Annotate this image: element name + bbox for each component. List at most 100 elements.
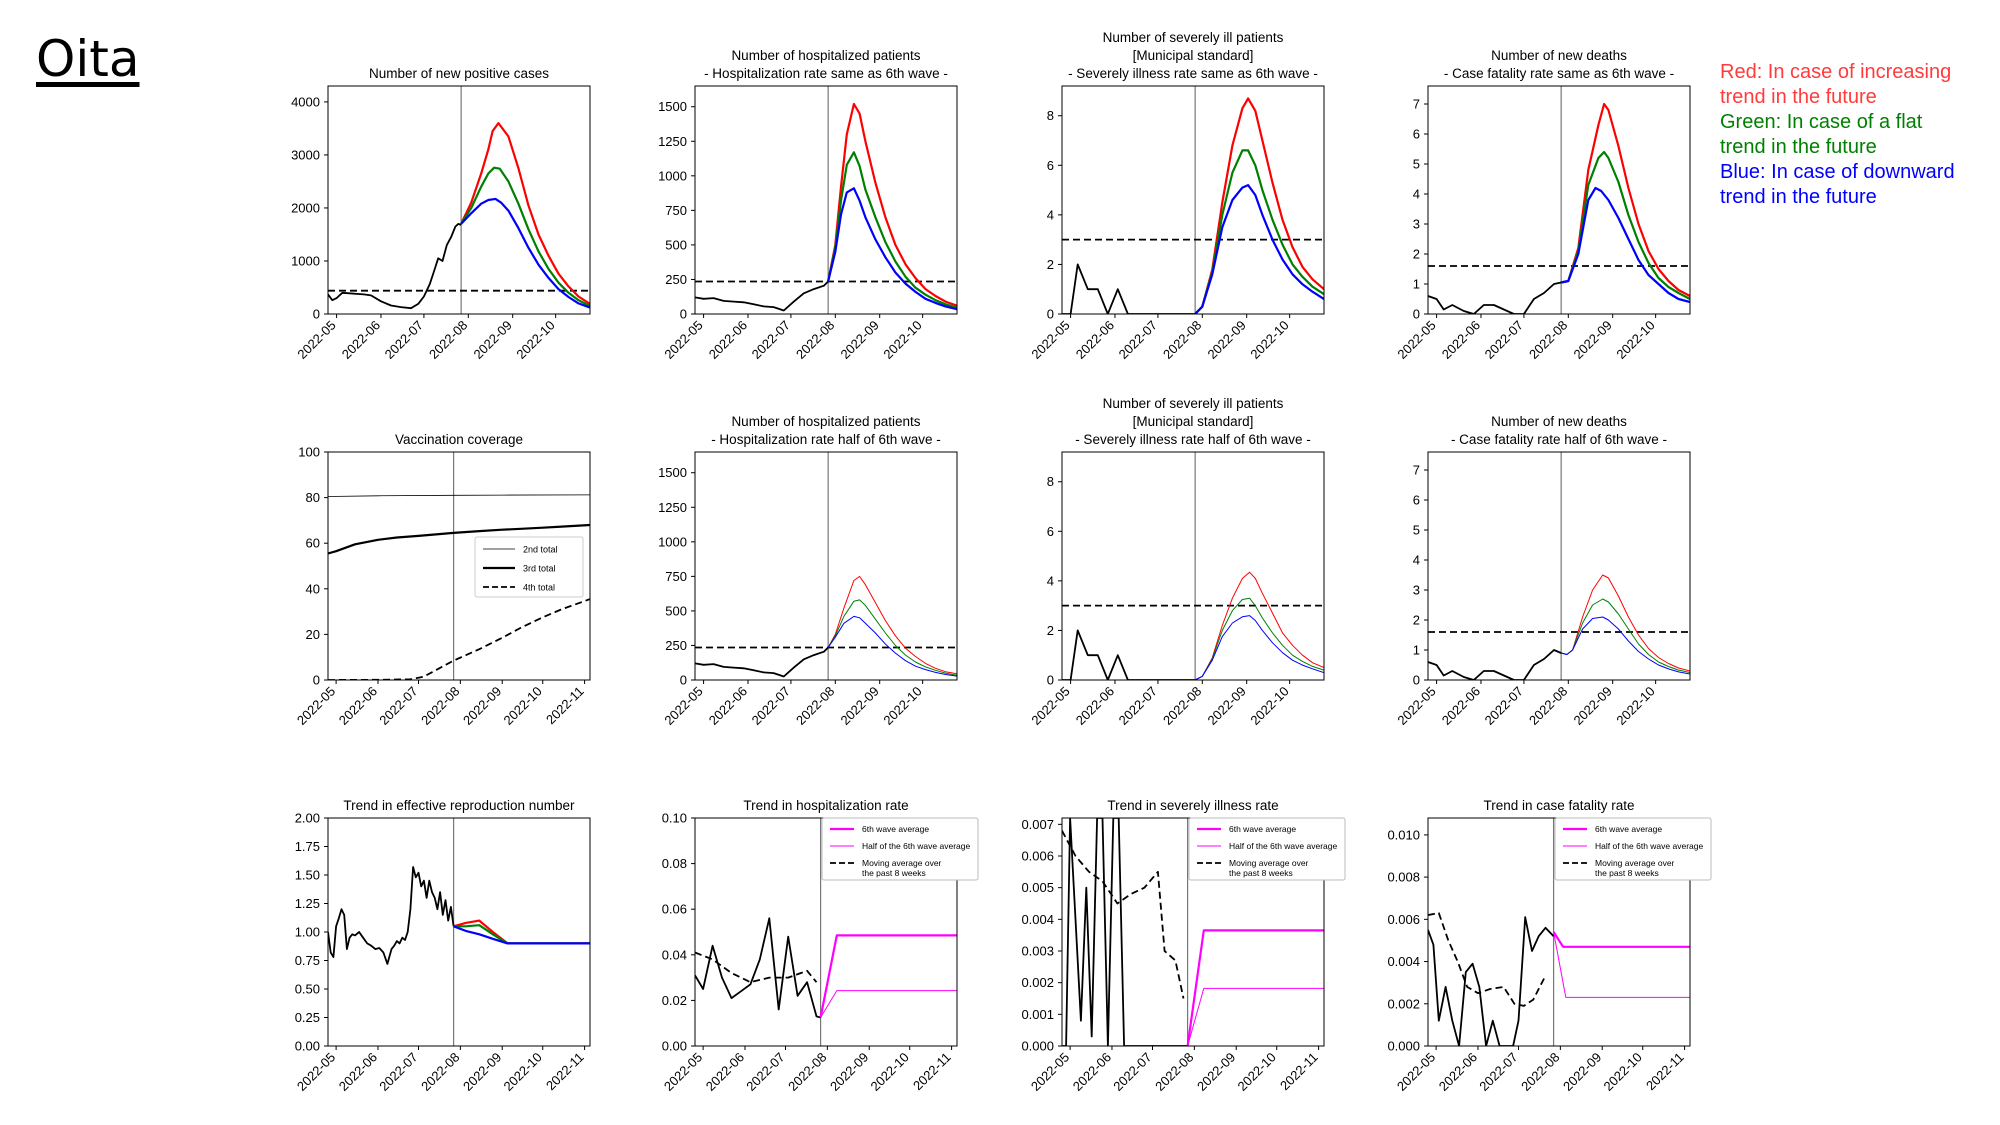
series-wave6-line [1186,929,1324,1046]
y-tick-label: 0.10 [662,811,687,826]
x-tick-label: 2022-06 [339,318,383,362]
x-tick-label: 2022-10 [1247,318,1291,362]
legend-label: 4th total [523,583,555,593]
series-observed-line [328,866,455,965]
series-increasing-line [460,121,590,305]
y-tick-label: 0.003 [1021,944,1054,959]
y-tick-label: 4 [1047,207,1054,222]
plot-frame [694,85,958,315]
x-tick-label: 2022-09 [460,1050,504,1094]
x-tick-label: 2022-06 [336,1050,380,1094]
x-tick-label: 2022-08 [1518,1050,1562,1094]
legend-label: 3rd total [523,564,556,574]
x-tick-label: 2022-10 [880,684,924,728]
legend-box [1554,817,1712,881]
x-tick-label: 2022-07 [376,1050,420,1094]
series-flat-line [460,166,590,307]
y-tick-label: 1000 [291,253,320,268]
y-tick-label: 4 [1413,187,1420,202]
x-tick-label: 2022-05 [294,1050,338,1094]
legend-box [821,817,979,881]
series-flat-line [1194,149,1324,314]
legend-note-line: trend in the future [1720,136,1877,158]
chart-severe-half: Number of severely ill patients [Municipa… [1028,396,1325,728]
y-tick-label: 5 [1413,157,1420,172]
y-tick-label: 1000 [658,168,687,183]
x-tick-label: 2022-10 [513,318,557,362]
x-tick-label: 2022-08 [1526,318,1570,362]
y-tick-label: 0.004 [1387,954,1420,969]
x-tick-label: 2022-11 [1277,1050,1321,1094]
chart-title: Number of new deaths [1491,48,1627,63]
series-observed-line [1062,263,1196,314]
x-tick-label: 2022-06 [1070,1050,1114,1094]
y-tick-label: 750 [665,203,687,218]
x-tick-label: 2022-10 [1247,684,1291,728]
x-tick-label: 2022-11 [543,684,587,728]
chart-legend: 6th wave average Half of the 6th wave ave… [1554,817,1712,881]
y-tick-label: 2000 [291,200,320,215]
plot-area [1428,818,1690,1046]
x-tick-label: 2022-07 [1476,1050,1520,1094]
x-tick-label: 2022-11 [910,1050,954,1094]
legend-box [474,536,584,598]
legend-note-line: trend in the future [1720,186,1877,208]
y-tick-label: 500 [665,603,687,618]
y-tick-label: 4000 [291,94,320,109]
y-tick-label: 0.00 [295,1039,320,1054]
series-increasing-line [1560,102,1690,297]
chart-title: Number of hospitalized patients [731,48,920,63]
series-observed-line [1428,649,1562,680]
legend-note-line: Blue: In case of downward [1720,161,1955,183]
x-tick-label: 2022-08 [1526,684,1570,728]
legend-note-line: Red: In case of increasing [1720,61,1952,83]
y-tick-label: 6 [1047,158,1054,173]
plot-area [328,452,590,680]
x-tick-label: 2022-09 [1570,684,1614,728]
x-tick-label: 2022-09 [460,684,504,728]
plot-area [1062,86,1324,314]
legend-label: 2nd total [523,545,558,555]
chart-legend: 6th wave average Half of the 6th wave ave… [821,817,979,881]
chart-title: Number of severely ill patients [1103,396,1284,411]
legend-label: Moving average over [1595,858,1675,868]
series-wave6-line [1552,931,1690,948]
x-tick-label: 2022-10 [501,1050,545,1094]
y-tick-label: 0.02 [662,993,687,1008]
series-flat-line [1560,150,1690,300]
y-tick-label: 4 [1047,573,1054,588]
plot-area [1062,818,1324,1046]
x-tick-label: 2022-08 [793,318,837,362]
x-tick-label: 2022-10 [1613,318,1657,362]
y-tick-label: 1250 [658,500,687,515]
x-tick-label: 2022-05 [1394,684,1438,728]
series-downward-line [1560,186,1690,304]
page-title: Oita [36,30,140,88]
scenario-legend: Red: In case of increasing trend in the … [1720,60,1955,210]
series-flat-line [1194,597,1324,680]
chart-title: Trend in hospitalization rate [743,798,908,813]
series-increasing-line [827,102,957,307]
y-tick-label: 1.75 [295,839,320,854]
legend-label: Half of the 6th wave average [1229,841,1337,851]
series-downward-line [460,197,590,309]
x-tick-label: 2022-06 [1439,318,1483,362]
legend-label: Moving average over [1229,858,1309,868]
series-downward-line [1194,615,1324,680]
chart-title: [Municipal standard] [1133,414,1254,429]
y-tick-label: 0.50 [295,982,320,997]
x-tick-label: 2022-05 [294,318,338,362]
series-flat-line [453,924,590,945]
x-tick-label: 2022-08 [793,684,837,728]
chart-severe-same: Number of severely ill patients [Municipa… [1028,30,1325,362]
chart-deaths-same: Number of new deaths - Case fatality rate… [1394,48,1691,362]
x-tick-label: 2022-06 [706,318,750,362]
y-tick-label: 1000 [658,534,687,549]
legend-label: the past 8 weeks [1229,868,1293,878]
chart-rt: Trend in effective reproduction number 0.… [294,798,591,1094]
x-tick-label: 2022-05 [661,1050,705,1094]
y-tick-label: 4 [1413,553,1420,568]
y-tick-label: 0.008 [1387,870,1420,885]
y-tick-label: 80 [306,490,320,505]
y-tick-label: 0 [1413,307,1420,322]
